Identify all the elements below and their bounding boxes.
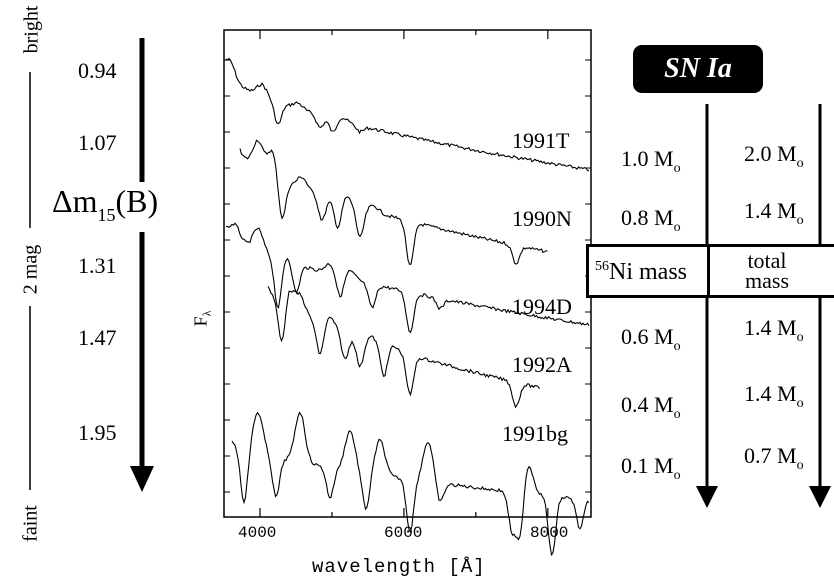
spectrum-1991T [225,57,590,172]
sn-ia-badge: SN Ia [633,45,763,93]
sn-label-1991bg: 1991bg [502,421,568,446]
delta-m-sub: 15 [97,205,116,225]
delta-m-value-5: 1.95 [78,420,117,445]
spectra-curves [225,57,590,557]
mass-header-divider [707,247,710,295]
x-tick-label-8000: 8000 [530,524,569,542]
total-mass-value-5: 0.7 Mo [744,443,804,473]
ni-mass-value-5: 0.1 Mo [621,453,681,483]
total-mass-arrow-head [809,486,831,508]
delta-m15-label: Δm15(B) [52,183,159,225]
ni-mass-arrow-head [696,486,718,508]
total-mass-value-3: 1.4 Mo [744,315,804,345]
delta-m-value-3: 1.31 [78,253,117,278]
spectrum-1990N [239,139,548,265]
mass-header-box: 56Ni mass total mass [586,244,834,298]
spectrum-1994D [225,222,590,334]
sn-label-1992A: 1992A [512,352,572,377]
spectrum-1991bg [231,411,590,557]
delta-m-value-4: 1.47 [78,325,117,350]
total-mass-header: total mass [745,248,789,293]
sn-label-1994D: 1994D [512,294,572,319]
total-mass-value-2: 1.4 Mo [744,198,804,228]
ni-mass-header: 56Ni mass [595,259,687,285]
x-tick-label-4000: 4000 [238,524,277,542]
delta-m-value-2: 1.07 [78,130,117,155]
ni-mass-value-4: 0.4 Mo [621,392,681,422]
ni-mass-value-2: 0.8 Mo [621,205,681,235]
delta-m-end: (B) [115,183,159,219]
x-axis-label: wavelength [Å] [312,556,486,578]
sn-label-1991T: 1991T [512,128,570,153]
ni-mass-value-3: 0.6 Mo [621,324,681,354]
delta-m-value-1: 0.94 [78,58,117,83]
delta-m-arrow-head [130,466,154,492]
sn-label-1990N: 1990N [512,206,572,231]
total-mass-value-1: 2.0 Mo [744,141,804,171]
delta-m-main: Δm [52,183,98,219]
spectrum-1992A [267,286,540,409]
total-mass-value-4: 1.4 Mo [744,381,804,411]
x-tick-label-6000: 6000 [384,524,423,542]
ni-mass-value-1: 1.0 Mo [621,146,681,176]
